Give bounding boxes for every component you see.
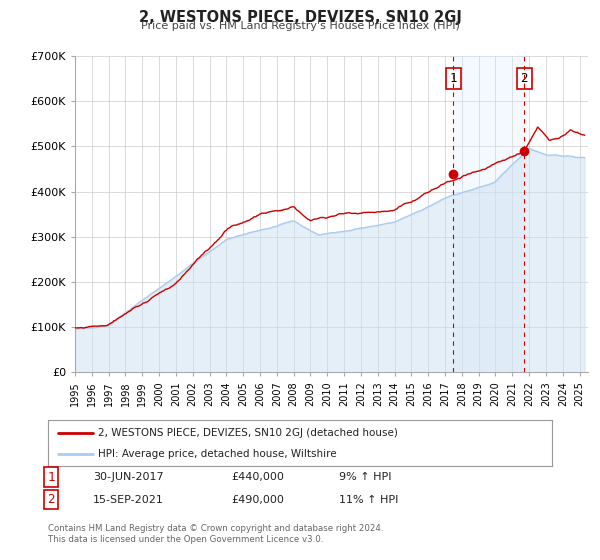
Text: 15-SEP-2021: 15-SEP-2021 <box>93 494 164 505</box>
Bar <box>454 56 524 372</box>
Text: HPI: Average price, detached house, Wiltshire: HPI: Average price, detached house, Wilt… <box>98 450 337 459</box>
Text: 2: 2 <box>47 493 55 506</box>
Text: 1: 1 <box>47 470 55 484</box>
Text: 9% ↑ HPI: 9% ↑ HPI <box>339 472 391 482</box>
Text: 1: 1 <box>449 72 457 85</box>
Text: 11% ↑ HPI: 11% ↑ HPI <box>339 494 398 505</box>
Text: Contains HM Land Registry data © Crown copyright and database right 2024.
This d: Contains HM Land Registry data © Crown c… <box>48 524 383 544</box>
Text: 2, WESTONS PIECE, DEVIZES, SN10 2GJ (detached house): 2, WESTONS PIECE, DEVIZES, SN10 2GJ (det… <box>98 428 398 438</box>
Text: £490,000: £490,000 <box>231 494 284 505</box>
Text: £440,000: £440,000 <box>231 472 284 482</box>
Text: 2, WESTONS PIECE, DEVIZES, SN10 2GJ: 2, WESTONS PIECE, DEVIZES, SN10 2GJ <box>139 10 461 25</box>
Text: 2: 2 <box>521 72 528 85</box>
Text: Price paid vs. HM Land Registry's House Price Index (HPI): Price paid vs. HM Land Registry's House … <box>140 21 460 31</box>
Text: 30-JUN-2017: 30-JUN-2017 <box>93 472 164 482</box>
